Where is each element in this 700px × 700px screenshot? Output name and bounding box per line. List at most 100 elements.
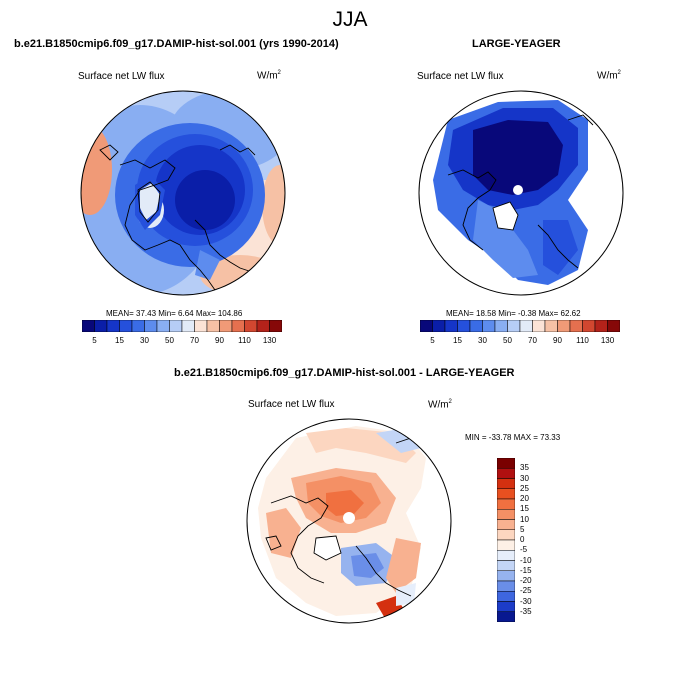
colorbar-tick-label: -15 bbox=[520, 565, 532, 575]
colorbar-tick-label: 15 bbox=[453, 336, 462, 345]
colorbar-swatch bbox=[206, 320, 220, 332]
panel-1-units-label: W/m2 bbox=[257, 70, 281, 82]
panel-3-polar-map bbox=[246, 418, 452, 624]
panel-1-colorbar-ticks: 5 15 30 50 70 90 110 130 bbox=[82, 336, 282, 348]
colorbar-tick-label: -10 bbox=[520, 555, 532, 565]
colorbar-tick-label: 5 bbox=[430, 336, 435, 345]
colorbar-swatch bbox=[231, 320, 245, 332]
colorbar-swatch bbox=[494, 320, 508, 332]
panel-1-polar-map bbox=[80, 90, 286, 296]
colorbar-swatch bbox=[544, 320, 558, 332]
panel-2-title: LARGE-YEAGER bbox=[472, 38, 561, 50]
colorbar-swatch bbox=[482, 320, 496, 332]
colorbar-tick-label: -35 bbox=[520, 606, 532, 616]
panel-1-variable-label: Surface net LW flux bbox=[78, 71, 165, 82]
colorbar-tick-label: 30 bbox=[478, 336, 487, 345]
colorbar-tick-label: 90 bbox=[215, 336, 224, 345]
colorbar-tick-label: 50 bbox=[503, 336, 512, 345]
colorbar-swatch bbox=[497, 509, 515, 520]
main-title: JJA bbox=[332, 8, 368, 31]
colorbar-tick-label: 5 bbox=[520, 524, 525, 534]
colorbar-tick-label: 15 bbox=[520, 504, 529, 514]
colorbar-swatch bbox=[219, 320, 233, 332]
colorbar-swatch bbox=[119, 320, 133, 332]
colorbar-swatch bbox=[607, 320, 620, 332]
colorbar-swatch bbox=[497, 570, 515, 582]
panel-2-variable-label: Surface net LW flux bbox=[417, 71, 504, 82]
panel-2-units-label: W/m2 bbox=[597, 70, 621, 82]
colorbar-tick-label: 30 bbox=[520, 473, 529, 483]
colorbar-tick-label: 10 bbox=[520, 514, 529, 524]
colorbar-tick-label: 25 bbox=[520, 483, 529, 493]
colorbar-tick-label: 20 bbox=[520, 494, 529, 503]
panel-1-colorbar bbox=[82, 320, 282, 332]
colorbar-swatch bbox=[497, 550, 515, 561]
colorbar-tick-label: 130 bbox=[600, 336, 615, 345]
colorbar-swatch bbox=[156, 320, 170, 332]
colorbar-swatch bbox=[497, 529, 515, 541]
colorbar-swatch bbox=[106, 320, 120, 332]
colorbar-tick-label: 50 bbox=[165, 336, 174, 345]
colorbar-swatch bbox=[594, 320, 608, 332]
colorbar-tick-label: 15 bbox=[115, 336, 124, 345]
colorbar-swatch bbox=[269, 320, 282, 332]
colorbar-swatch bbox=[497, 498, 515, 510]
colorbar-tick-label: 35 bbox=[520, 463, 529, 473]
colorbar-swatch bbox=[507, 320, 521, 332]
colorbar-swatch bbox=[144, 320, 158, 332]
colorbar-tick-label: -25 bbox=[520, 586, 532, 596]
colorbar-swatch bbox=[497, 601, 515, 612]
colorbar-swatch bbox=[82, 320, 95, 332]
colorbar-tick-label: 90 bbox=[553, 336, 562, 345]
colorbar-swatch bbox=[497, 560, 515, 571]
colorbar-swatch bbox=[497, 539, 515, 551]
colorbar-swatch bbox=[131, 320, 145, 332]
colorbar-swatch bbox=[497, 519, 515, 530]
panel-1-title: b.e21.B1850cmip6.f09_g17.DAMIP-hist-sol.… bbox=[14, 38, 339, 50]
colorbar-tick-label: 5 bbox=[92, 336, 97, 345]
colorbar-swatch bbox=[519, 320, 533, 332]
colorbar-tick-label: 70 bbox=[528, 336, 537, 345]
colorbar-swatch bbox=[497, 611, 515, 622]
colorbar-swatch bbox=[497, 580, 515, 592]
panel-2-colorbar-ticks: 5 15 30 50 70 90 110 130 bbox=[420, 336, 620, 348]
panel-1-stats: MEAN= 37.43 Min= 6.64 Max= 104.86 bbox=[106, 309, 243, 318]
colorbar-swatch bbox=[497, 591, 515, 602]
colorbar-swatch bbox=[256, 320, 270, 332]
colorbar-tick-label: 110 bbox=[576, 336, 589, 345]
colorbar-swatch bbox=[469, 320, 483, 332]
colorbar-tick-label: 30 bbox=[140, 336, 149, 345]
colorbar-swatch bbox=[432, 320, 446, 332]
colorbar-tick-label: -20 bbox=[520, 576, 532, 585]
colorbar-swatch bbox=[497, 488, 515, 500]
colorbar-tick-label: -5 bbox=[520, 545, 528, 555]
panel-3-units-label: W/m2 bbox=[428, 399, 452, 411]
colorbar-swatch bbox=[444, 320, 458, 332]
panel-2-stats: MEAN= 18.58 Min= -0.38 Max= 62.62 bbox=[446, 309, 581, 318]
colorbar-swatch bbox=[532, 320, 546, 332]
panel-3-title: b.e21.B1850cmip6.f09_g17.DAMIP-hist-sol.… bbox=[174, 367, 515, 379]
colorbar-swatch bbox=[457, 320, 471, 332]
panel-3-variable-label: Surface net LW flux bbox=[248, 399, 335, 410]
colorbar-swatch bbox=[569, 320, 583, 332]
colorbar-swatch bbox=[497, 478, 515, 489]
colorbar-swatch bbox=[169, 320, 183, 332]
colorbar-tick-label: 110 bbox=[238, 336, 251, 345]
colorbar-swatch bbox=[582, 320, 596, 332]
colorbar-swatch bbox=[420, 320, 433, 332]
colorbar-swatch bbox=[194, 320, 208, 332]
panel-2-colorbar bbox=[420, 320, 620, 332]
colorbar-swatch bbox=[244, 320, 258, 332]
colorbar-swatch bbox=[497, 458, 515, 469]
colorbar-swatch bbox=[94, 320, 108, 332]
colorbar-swatch bbox=[181, 320, 195, 332]
colorbar-tick-label: 130 bbox=[262, 336, 277, 345]
panel-3-stats: MIN = -33.78 MAX = 73.33 bbox=[465, 433, 561, 442]
panel-3-colorbar-ticks: 35 30 25 20 15 10 5 0 -5 -10 -15 -20 -25 -30 -35 bbox=[520, 458, 550, 622]
colorbar-swatch bbox=[557, 320, 571, 332]
colorbar-tick-label: 0 bbox=[520, 535, 525, 544]
panel-3-colorbar bbox=[497, 458, 515, 622]
colorbar-tick-label: 70 bbox=[190, 336, 199, 345]
panel-2-polar-map bbox=[418, 90, 624, 296]
colorbar-tick-label: -30 bbox=[520, 596, 532, 606]
